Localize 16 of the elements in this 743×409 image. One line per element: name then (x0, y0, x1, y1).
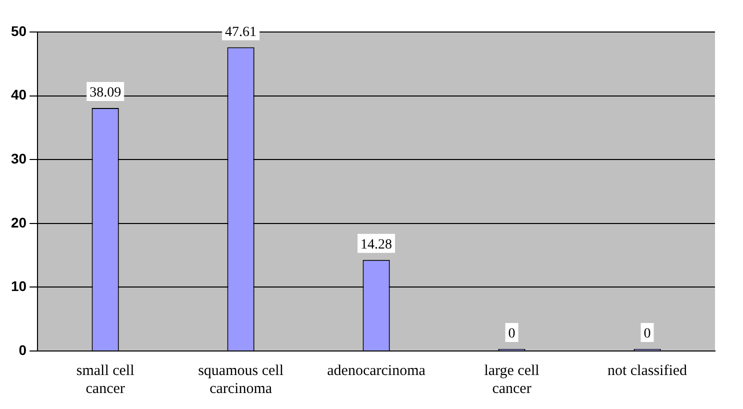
y-tick-label: 30 (10, 150, 27, 166)
x-tick-label: large cell cancer (484, 362, 540, 397)
x-tick-label: adenocarcinoma (327, 362, 426, 379)
x-tick-label: small cell cancer (76, 362, 134, 397)
y-tick-label: 10 (10, 278, 27, 294)
data-label: 0 (508, 326, 516, 342)
y-tick-label: 20 (10, 214, 27, 230)
y-tick-label: 50 (10, 22, 27, 39)
data-label: 38.09 (90, 86, 122, 101)
data-label: 0 (644, 326, 651, 342)
data-label: 47.61 (225, 24, 257, 40)
y-tick-label: 40 (10, 86, 27, 103)
x-tick-label: not classified (607, 362, 688, 379)
data-label: 14.28 (360, 238, 392, 253)
x-tick-label: squamous cell carcinoma (198, 362, 284, 397)
y-tick-label: 0 (18, 342, 27, 358)
